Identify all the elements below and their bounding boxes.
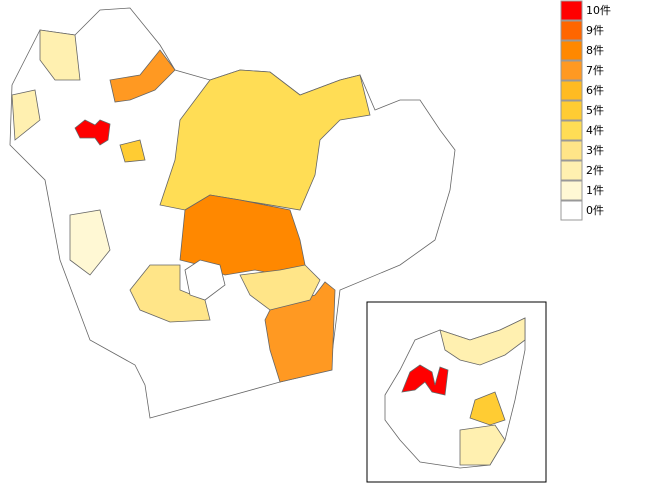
legend-label: 2件 <box>586 164 604 177</box>
legend-label: 1件 <box>586 184 604 197</box>
region <box>159 69 371 211</box>
legend-label: 6件 <box>586 84 604 97</box>
legend-swatch <box>560 40 583 61</box>
main-map <box>9 7 456 419</box>
legend-swatch <box>560 180 583 201</box>
legend-swatch <box>560 140 583 161</box>
legend-label: 3件 <box>586 144 604 157</box>
legend-swatch <box>560 80 583 101</box>
legend: 10件 9件 8件 7件 6件 5件 4件 3件 2件 1件 0件 <box>560 0 611 221</box>
inset-map <box>384 317 526 469</box>
region <box>39 29 81 81</box>
region <box>439 317 526 366</box>
legend-swatch <box>560 60 583 81</box>
region <box>109 49 176 103</box>
legend-swatch <box>560 200 583 221</box>
region <box>69 209 111 276</box>
legend-label: 10件 <box>586 4 611 17</box>
region <box>469 391 506 426</box>
region <box>401 364 449 396</box>
legend-swatch <box>560 20 583 41</box>
legend-label: 7件 <box>586 64 604 77</box>
legend-label: 0件 <box>586 204 604 217</box>
legend-label: 9件 <box>586 24 604 37</box>
region <box>239 264 321 311</box>
legend-swatch <box>560 0 583 21</box>
region <box>119 139 146 163</box>
legend-label: 8件 <box>586 44 604 57</box>
region <box>184 259 226 301</box>
region <box>11 89 41 141</box>
legend-label: 5件 <box>586 104 604 117</box>
region <box>459 424 506 466</box>
legend-swatch <box>560 120 583 141</box>
legend-swatch <box>560 100 583 121</box>
legend-swatch <box>560 160 583 181</box>
region <box>74 119 111 146</box>
legend-label: 4件 <box>586 124 604 137</box>
